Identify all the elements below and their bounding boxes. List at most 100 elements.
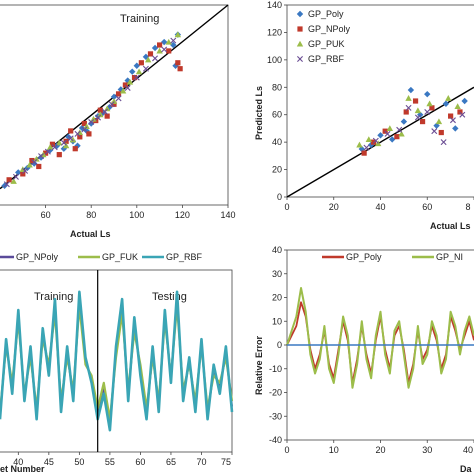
- x-tick-label-20: 20: [329, 202, 339, 212]
- point-triangle-9: [445, 95, 452, 101]
- x-axis-title-actual-ls-2: Actual Ls: [430, 221, 471, 231]
- point-diamond-20: [129, 68, 136, 75]
- plot-frame: [286, 4, 474, 198]
- point-triangle-0: [356, 141, 363, 148]
- point-triangle-13: [103, 105, 111, 112]
- x-tick-label-70: 70: [196, 457, 206, 467]
- point-diamond-13: [88, 120, 95, 127]
- point-cross-2-b: [22, 167, 29, 174]
- point-diamond-2: [377, 132, 384, 139]
- point-cross-0-b: [3, 181, 10, 188]
- point-cross-15: [115, 95, 122, 102]
- point-triangle-6: [414, 107, 422, 114]
- point-square-12: [86, 131, 92, 137]
- point-cross-17: [133, 74, 140, 81]
- point-triangle-20: [165, 38, 172, 45]
- y-tick-label-100: 100: [267, 55, 282, 65]
- panel-title-training: Training: [120, 13, 159, 25]
- fit-line: [286, 86, 474, 198]
- point-square-5: [49, 141, 56, 147]
- point-cross-7-b: [60, 139, 67, 146]
- x-tick-label-80: 80: [86, 210, 96, 220]
- y-tick-label-60: 60: [272, 110, 282, 120]
- point-triangle-8: [69, 136, 77, 143]
- point-triangle-10: [454, 103, 461, 110]
- y-tick-label-0: 0: [277, 192, 282, 202]
- point-cross-9-b: [449, 117, 456, 124]
- y-tick-label-40: 40: [272, 245, 282, 255]
- point-triangle-11: [90, 115, 97, 122]
- x-tick-label-0: 0: [284, 445, 289, 455]
- legend-label-gp_npoly: GP_NPoly: [16, 252, 59, 262]
- x-tick-label-75: 75: [221, 457, 231, 467]
- point-cross-10: [459, 111, 466, 118]
- point-square-8: [438, 129, 444, 136]
- x-tick-label-20: 20: [375, 445, 385, 455]
- point-triangle-5: [405, 95, 412, 101]
- point-square-15: [104, 113, 110, 119]
- point-square-9: [448, 113, 454, 119]
- annotation-training: Training: [34, 291, 73, 303]
- point-square-24: [175, 60, 181, 66]
- legend-label-gp_rbf: GP_RBF: [166, 252, 203, 262]
- legend-label-gp_poly: GP_Poly: [346, 252, 382, 262]
- point-square-19: [131, 74, 138, 81]
- x-axis-title-da: Da: [460, 464, 472, 474]
- point-cross-0: [363, 144, 370, 151]
- point-cross-15-b: [115, 95, 122, 102]
- point-cross-17-b: [133, 74, 140, 81]
- point-cross-5: [414, 114, 421, 121]
- point-cross-11: [88, 119, 95, 126]
- point-diamond-1: [15, 169, 22, 176]
- point-square-22: [157, 42, 163, 48]
- point-square-7: [429, 105, 435, 111]
- x-tick-label-10: 10: [329, 445, 339, 455]
- point-triangle-1: [365, 136, 373, 142]
- point-square-4: [403, 109, 409, 115]
- x-tick-label-0: 0: [284, 202, 289, 212]
- x-tick-label-140: 140: [220, 210, 235, 220]
- point-square-9: [72, 146, 78, 152]
- x-tick-label-45: 45: [44, 457, 54, 467]
- point-triangle-4: [398, 130, 405, 137]
- y-tick-label-140: 140: [267, 0, 282, 10]
- point-square-17: [115, 91, 122, 97]
- point-triangle-15: [119, 87, 127, 94]
- y-tick-label--20: -20: [269, 388, 282, 398]
- point-diamond-5: [46, 146, 54, 154]
- x-axis-title-actual-ls: Actual Ls: [70, 229, 111, 239]
- plot-frame: [0, 269, 233, 453]
- point-cross-2: [384, 130, 391, 137]
- x-tick-label-60: 60: [135, 457, 145, 467]
- point-triangle-17: [135, 68, 143, 75]
- x-tick-label-50: 50: [74, 457, 84, 467]
- panel-testing-scatter: Predicted Ls Actual Ls 02040608010012014…: [254, 0, 474, 231]
- point-cross-8-b: [67, 135, 74, 142]
- point-square-7: [63, 138, 69, 144]
- point-triangle-14: [110, 98, 118, 104]
- point-cross-5-b: [414, 114, 421, 121]
- point-cross-7: [60, 139, 67, 146]
- point-square-1: [20, 171, 26, 177]
- point-square-14: [97, 107, 103, 113]
- point-cross-0-b: [363, 144, 370, 151]
- point-diamond-27: [172, 62, 179, 69]
- point-diamond-7: [424, 90, 431, 98]
- point-cross-4-b: [405, 104, 412, 111]
- annotation-testing: Testing: [152, 291, 187, 303]
- point-diamond-1: [367, 141, 375, 149]
- point-diamond-5: [407, 86, 415, 94]
- y-tick-label-40: 40: [272, 137, 282, 147]
- point-cross-1: [372, 137, 379, 144]
- point-triangle-0: [10, 178, 17, 184]
- point-square-8: [68, 128, 74, 134]
- point-square-11: [81, 120, 87, 127]
- y-axis-title-predicted-ls: Predicted Ls: [254, 86, 264, 140]
- legend-marker-square: [297, 26, 303, 32]
- x-tick-label-55: 55: [105, 457, 115, 467]
- point-cross-5-b: [44, 148, 51, 155]
- x-tick-label-40: 40: [13, 457, 23, 467]
- legend-label-gp_npoly: GP_NPoly: [308, 24, 351, 34]
- y-tick-label--30: -30: [269, 411, 282, 421]
